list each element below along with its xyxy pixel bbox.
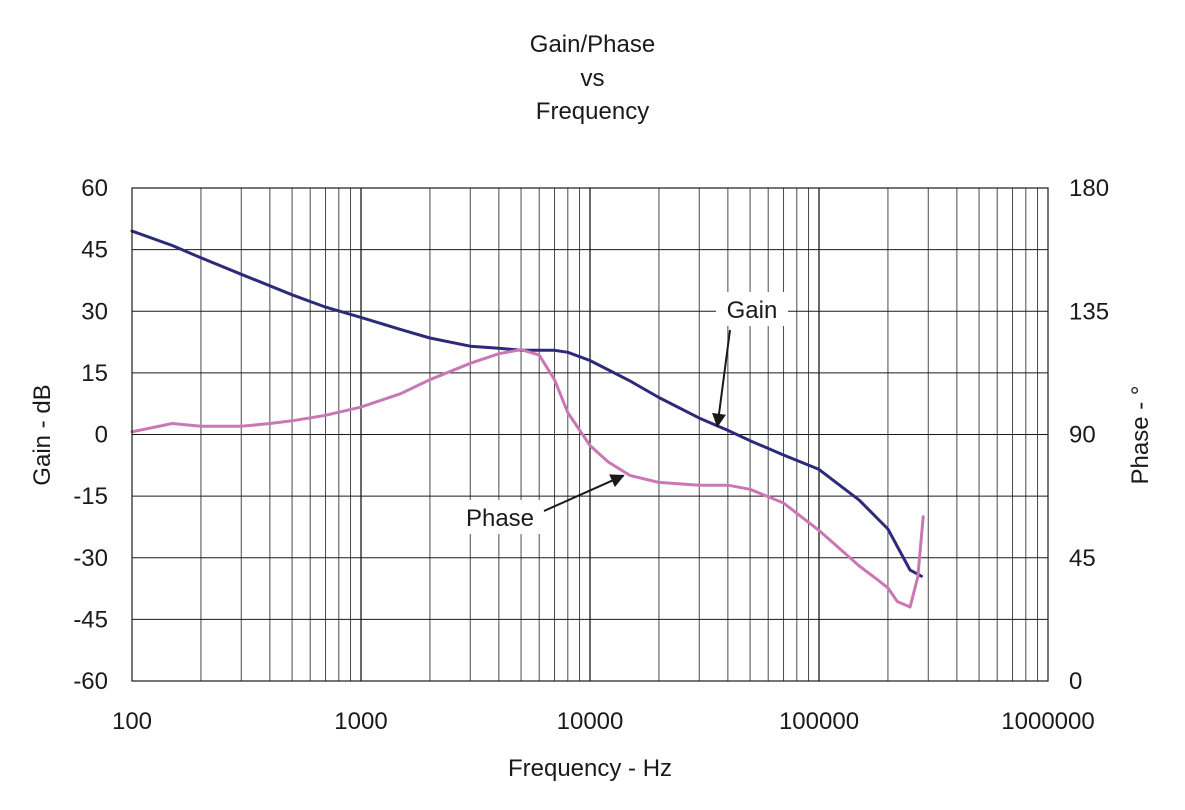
phase-annotation-label: Phase bbox=[466, 505, 534, 532]
x-tick-label: 10000 bbox=[557, 708, 624, 735]
y-axis-label-right: Phase - ° bbox=[1127, 386, 1154, 485]
series-lines bbox=[130, 229, 925, 609]
gain-annotation-arrow bbox=[712, 329, 731, 428]
plot-frame bbox=[131, 187, 1049, 682]
gain-series-line bbox=[130, 229, 923, 578]
tick-labels: 100 1000 10000 100000 1000000 60 45 30 15 0 -15 -30… bbox=[73, 175, 1109, 735]
y-tick-label-left: -30 bbox=[73, 545, 108, 572]
gain-annotation-background bbox=[716, 292, 788, 326]
phase-annotation-arrow bbox=[543, 474, 625, 512]
x-tick-label: 100000 bbox=[779, 708, 859, 735]
gain-annotation-label: Gain bbox=[727, 297, 778, 324]
phase-annotation-background bbox=[454, 500, 546, 534]
chart-title-line-1: Gain/Phase bbox=[529, 31, 656, 58]
chart-title-line-3: Frequency bbox=[535, 98, 650, 125]
phase-series-line bbox=[130, 348, 925, 609]
y-tick-label-right: 180 bbox=[1069, 175, 1109, 202]
annotations: Gain Phase bbox=[454, 292, 788, 534]
chart-title-line-2: vs bbox=[580, 65, 605, 92]
y-tick-label-left: -45 bbox=[73, 606, 108, 633]
y-tick-label-right: 45 bbox=[1069, 545, 1096, 572]
x-axis-label: Frequency - Hz bbox=[508, 755, 672, 782]
y-tick-label-right: 90 bbox=[1069, 422, 1096, 449]
x-tick-label: 100 bbox=[112, 708, 152, 735]
y-tick-label-left: 0 bbox=[95, 422, 108, 449]
y-tick-label-left: -15 bbox=[73, 483, 108, 510]
y-tick-label-left: 15 bbox=[81, 360, 108, 387]
y-tick-label-left: -60 bbox=[73, 668, 108, 695]
y-tick-label-right: 0 bbox=[1069, 668, 1082, 695]
grid-lines bbox=[132, 188, 1048, 681]
y-tick-label-right: 135 bbox=[1069, 298, 1109, 325]
x-tick-label: 1000 bbox=[334, 708, 387, 735]
y-axis-label-left: Gain - dB bbox=[29, 384, 56, 485]
x-tick-label: 1000000 bbox=[1001, 708, 1094, 735]
y-tick-label-left: 60 bbox=[81, 175, 108, 202]
y-tick-label-left: 30 bbox=[81, 298, 108, 325]
y-tick-label-left: 45 bbox=[81, 237, 108, 264]
